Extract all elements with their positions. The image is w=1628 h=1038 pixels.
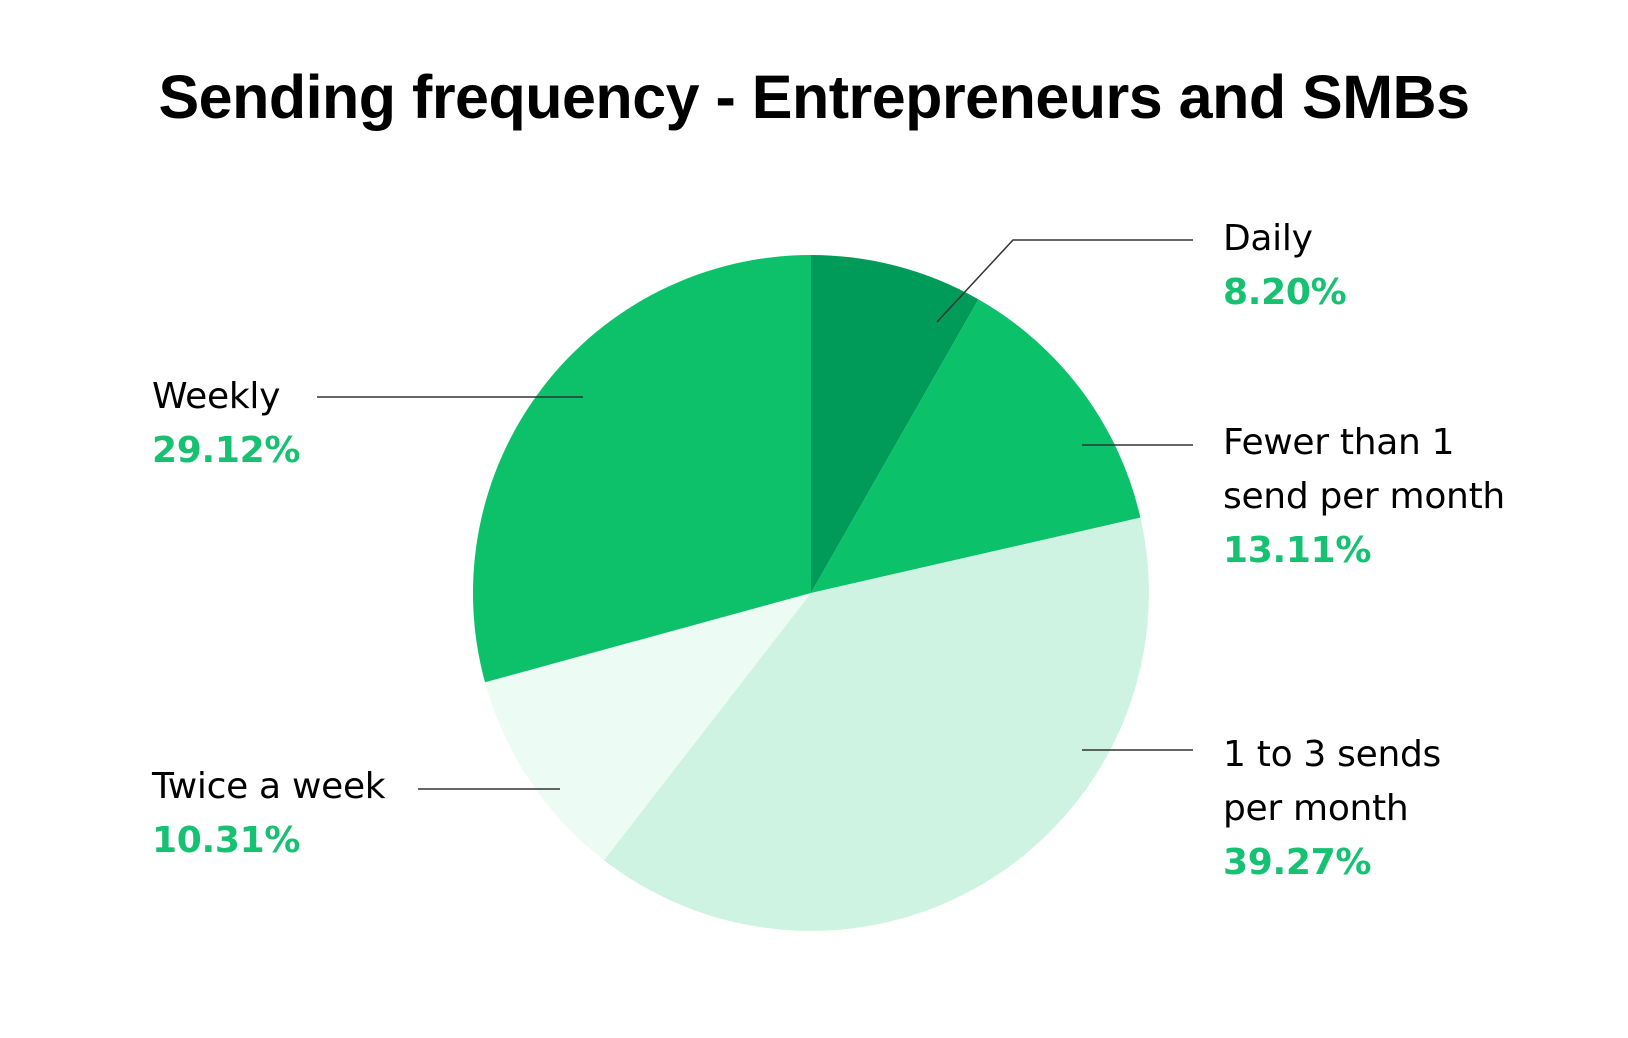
leader-line-daily	[936, 239, 1193, 323]
chart-title: Sending frequency - Entrepreneurs and SM…	[158, 63, 1470, 131]
slice-twice-a-week	[485, 593, 811, 861]
label-1-to-3: 1 to 3 sends per month 39.27%	[1223, 728, 1441, 890]
slice-1-to-3	[604, 517, 1149, 931]
label-daily-name: Daily	[1223, 218, 1313, 259]
slice-daily	[811, 255, 979, 593]
label-weekly-value: 29.12%	[152, 430, 301, 471]
label-daily-value: 8.20%	[1223, 272, 1347, 313]
label-fewer-name: Fewer than 1 send per month	[1223, 422, 1505, 517]
slice-weekly	[472, 255, 811, 683]
label-daily: Daily 8.20%	[1223, 212, 1347, 320]
slice-fewer-than-1	[811, 299, 1141, 593]
label-1-to-3-name: 1 to 3 sends per month	[1223, 734, 1442, 829]
label-fewer-than-1: Fewer than 1 send per month 13.11%	[1223, 416, 1505, 578]
label-twice-value: 10.31%	[152, 820, 301, 861]
label-1-to-3-value: 39.27%	[1223, 842, 1372, 883]
label-fewer-value: 13.11%	[1223, 530, 1372, 571]
label-twice-name: Twice a week	[152, 766, 386, 807]
label-weekly-name: Weekly	[152, 376, 281, 417]
label-weekly: Weekly 29.12%	[152, 370, 300, 478]
label-twice-a-week: Twice a week 10.31%	[152, 760, 386, 868]
